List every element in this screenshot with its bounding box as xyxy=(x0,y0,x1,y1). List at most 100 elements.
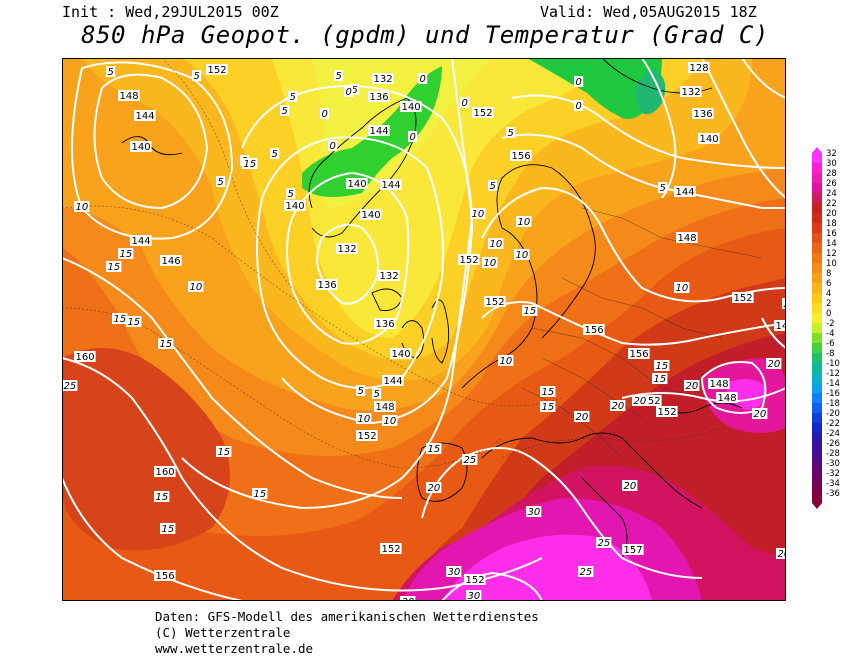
temperature-label-text: 10 xyxy=(190,282,203,293)
temperature-label: 15 xyxy=(112,313,128,325)
colorbar-swatch xyxy=(812,233,822,243)
temperature-label: 10 xyxy=(488,238,504,250)
temperature-label-text: 20 xyxy=(778,549,787,560)
colorbar-swatch xyxy=(812,173,822,183)
geopotential-label: 132 xyxy=(378,270,400,282)
temperature-label: 5 xyxy=(506,127,516,139)
colorbar-swatch xyxy=(812,243,822,253)
temperature-label-text: 5 xyxy=(272,149,278,160)
temperature-label-text: 5 xyxy=(218,177,224,188)
geopotential-label: 156 xyxy=(510,150,532,162)
geopotential-label: 144 xyxy=(382,375,404,387)
geopotential-label-text: 136 xyxy=(370,92,389,103)
geopotential-label-text: 140 xyxy=(362,210,381,221)
temperature-label: 15 xyxy=(540,401,556,413)
colorbar-tick-label: -8 xyxy=(826,349,834,359)
geopotential-label: 146 xyxy=(160,255,182,267)
temperature-label: 0 xyxy=(328,140,338,152)
geopotential-label-text: 132 xyxy=(374,74,393,85)
weather-map: 152 132 136 140 144 152 128 132 136 140 148 144 140 1… xyxy=(62,58,786,601)
temperature-label-text: 15 xyxy=(160,339,173,350)
temperature-label-text: 0 xyxy=(576,101,582,112)
geopotential-label: 136 xyxy=(316,279,338,291)
temperature-label: 20 xyxy=(752,408,768,420)
geopotential-label: 128 xyxy=(688,62,710,74)
colorbar-tick-label: -16 xyxy=(826,389,840,399)
geopotential-label-text: 152 xyxy=(208,65,227,76)
geopotential-label: 144 xyxy=(674,186,696,198)
temperature-label-text: 15 xyxy=(542,387,555,398)
temperature-label-text: 20 xyxy=(428,483,441,494)
geopotential-label: 140 xyxy=(698,133,720,145)
temperature-label-text: 5 xyxy=(194,71,200,82)
geopotential-label-text: 140 xyxy=(700,134,719,145)
temperature-label: 15 xyxy=(126,316,142,328)
temperature-label: 25 xyxy=(578,566,594,578)
geopotential-label: 140 xyxy=(400,101,422,113)
colorbar-swatch xyxy=(812,493,822,503)
temperature-label-text: 0 xyxy=(420,74,426,85)
colorbar-swatch xyxy=(812,193,822,203)
geopotential-label: 148 xyxy=(708,378,730,390)
temperature-label-text: 15 xyxy=(524,306,537,317)
temperature-label: 10 xyxy=(356,413,372,425)
temperature-label: 10 xyxy=(498,355,514,367)
temperature-label-text: 20 xyxy=(754,409,767,420)
geopotential-label: 148 xyxy=(716,392,738,404)
temperature-label-text: 0 xyxy=(330,141,336,152)
temperature-label-text: 10 xyxy=(358,414,371,425)
colorbar-tick-label: 24 xyxy=(826,189,837,199)
temperature-label-text: 15 xyxy=(244,159,257,170)
colorbar-swatch xyxy=(812,453,822,463)
geopotential-label: 136 xyxy=(374,318,396,330)
colorbar-tick-label: -6 xyxy=(826,339,834,349)
colorbar-tick-label: 30 xyxy=(826,159,837,169)
colorbar-tick-label: 28 xyxy=(826,169,837,179)
colorbar-tick-label: 6 xyxy=(826,279,831,289)
temperature-label: 15 xyxy=(154,491,170,503)
temperature-label: 15 xyxy=(252,488,268,500)
temperature-label-text: 25 xyxy=(580,567,593,578)
geopotential-label: 152 xyxy=(458,254,480,266)
colorbar-swatch xyxy=(812,313,822,323)
geopotential-label-text: 152 xyxy=(658,407,677,418)
colorbar-tick-label: 4 xyxy=(826,289,831,299)
colorbar-tick-label: -30 xyxy=(826,459,840,469)
geopotential-label-text: 152 xyxy=(460,255,479,266)
geopotential-label: 132 xyxy=(680,86,702,98)
geopotential-label: 160 xyxy=(154,466,176,478)
temperature-label-text: 15 xyxy=(542,402,555,413)
geopotential-label: 152 xyxy=(380,543,402,555)
geopotential-label-text: 140 xyxy=(132,142,151,153)
temperature-label-text: 10 xyxy=(516,250,529,261)
temperature-label: 5 xyxy=(334,70,344,82)
geopotential-label: 156 xyxy=(628,348,650,360)
colorbar-swatch xyxy=(812,373,822,383)
temperature-label: 20 xyxy=(776,548,786,560)
colorbar-swatch xyxy=(812,463,822,473)
temperature-label-text: 20 xyxy=(768,359,781,370)
temperature-label: 15 xyxy=(426,443,442,455)
geopotential-label: 132 xyxy=(336,243,358,255)
temperature-label-text: 20 xyxy=(612,401,625,412)
geopotential-label-text: 132 xyxy=(682,87,701,98)
colorbar-tick-label: 0 xyxy=(826,309,831,319)
temperature-label-text: 30 xyxy=(468,591,481,601)
website-link[interactable]: www.wetterzentrale.de xyxy=(155,641,314,656)
geopotential-label: 152 xyxy=(484,296,506,308)
temperature-label-text: 15 xyxy=(128,317,141,328)
temperature-label-text: 5 xyxy=(336,71,342,82)
temperature-label-text: 0 xyxy=(576,77,582,88)
map-frame xyxy=(62,58,786,601)
temperature-label-text: 30 xyxy=(448,567,461,578)
temperature-label-text: 0 xyxy=(462,98,468,109)
temperature-label: 20 xyxy=(574,411,590,423)
geopotential-label-text: 136 xyxy=(376,319,395,330)
geopotential-label-text: 148 xyxy=(776,321,787,332)
colorbar-tick-label: 18 xyxy=(826,219,837,229)
geopotential-label-text: 140 xyxy=(286,201,305,212)
colorbar-tick-label: 20 xyxy=(826,209,837,219)
temperature-label: 5 xyxy=(350,84,360,96)
colorbar-tick-label: -22 xyxy=(826,419,840,429)
temperature-label-text: 15 xyxy=(654,374,667,385)
